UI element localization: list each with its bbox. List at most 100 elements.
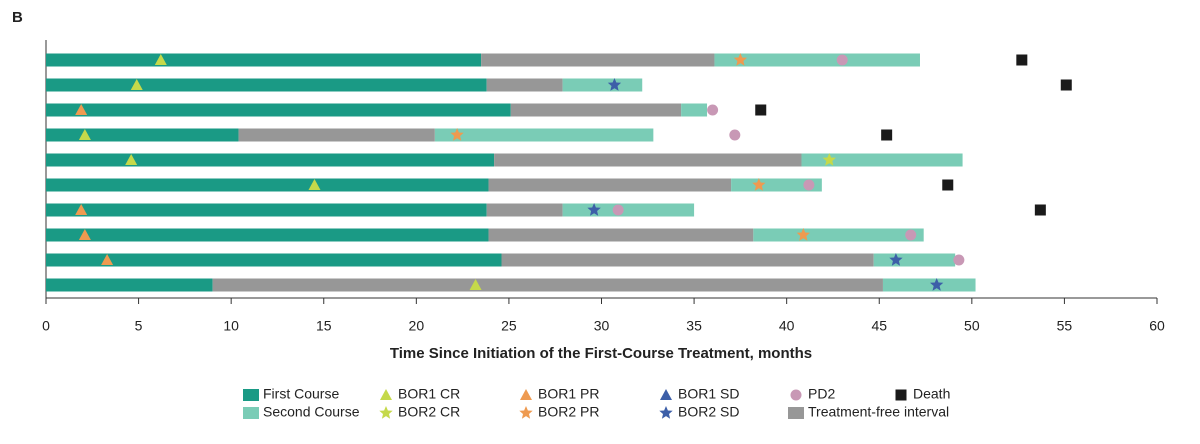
bar-segment — [510, 103, 682, 117]
x-tick-label: 20 — [409, 318, 425, 334]
legend-label: Second Course — [263, 404, 360, 420]
event-marker — [75, 104, 88, 115]
event-marker — [154, 54, 167, 65]
event-marker — [607, 78, 622, 91]
legend-label: BOR1 SD — [678, 386, 739, 402]
x-tick-label: 45 — [871, 318, 887, 334]
bar-segment — [212, 278, 883, 292]
legend-symbol — [895, 389, 907, 401]
event-marker — [803, 179, 815, 191]
x-tick-label: 55 — [1057, 318, 1073, 334]
bar-segment — [46, 253, 502, 267]
bar-segment — [714, 53, 920, 67]
bar-segment — [488, 178, 732, 192]
legend-label: BOR1 PR — [538, 386, 599, 402]
x-tick-label: 0 — [42, 318, 50, 334]
x-tick-label: 30 — [594, 318, 610, 334]
x-tick-label: 25 — [501, 318, 517, 334]
event-marker — [75, 204, 88, 215]
bar-segment — [753, 228, 924, 242]
bar-segment — [46, 153, 495, 167]
bar-segment — [562, 78, 643, 92]
event-marker — [1016, 54, 1028, 66]
bar-segment — [46, 78, 487, 92]
legend-label: First Course — [263, 386, 339, 402]
x-tick-label: 50 — [964, 318, 980, 334]
bar-segment — [731, 178, 822, 192]
bar-segment — [481, 53, 715, 67]
bar-segment — [486, 203, 563, 217]
bar-segment — [488, 228, 754, 242]
bar-segment — [46, 203, 487, 217]
x-tick-label: 40 — [779, 318, 795, 334]
event-marker — [469, 279, 482, 290]
bar-segment — [46, 228, 489, 242]
bar-segment — [501, 253, 874, 267]
legend-symbol — [520, 389, 532, 400]
x-tick-label: 15 — [316, 318, 332, 334]
event-marker — [733, 53, 747, 66]
bar-segment — [46, 278, 213, 292]
legend-symbol — [380, 389, 392, 400]
event-marker — [889, 253, 903, 266]
event-marker — [729, 129, 741, 141]
legend-label: PD2 — [808, 386, 835, 402]
event-marker — [78, 229, 91, 240]
event-marker — [587, 203, 601, 216]
event-marker — [752, 178, 766, 191]
event-marker — [796, 228, 810, 241]
panel-label: B — [12, 9, 23, 26]
event-marker — [822, 153, 836, 166]
x-tick-label: 60 — [1149, 318, 1165, 334]
event-marker — [942, 179, 954, 191]
bar-segment — [882, 278, 976, 292]
legend-label: BOR2 SD — [678, 404, 739, 420]
event-marker — [450, 128, 464, 141]
event-marker — [836, 54, 848, 66]
bar-segment — [238, 128, 435, 142]
legend-symbol — [519, 406, 533, 419]
legend-symbol — [243, 407, 259, 419]
legend-label: Treatment-free interval — [808, 404, 949, 420]
legend-symbol — [379, 406, 393, 419]
x-tick-label: 5 — [135, 318, 143, 334]
bar-segment — [681, 103, 708, 117]
event-marker — [755, 104, 767, 116]
event-marker — [930, 278, 944, 291]
legend-label: Death — [913, 386, 950, 402]
bar-segment — [434, 128, 654, 142]
event-marker — [78, 129, 91, 140]
event-marker — [612, 204, 624, 216]
event-marker — [308, 179, 321, 190]
legend-label: BOR2 CR — [398, 404, 460, 420]
bar-segment — [46, 103, 511, 117]
x-tick-label: 10 — [223, 318, 239, 334]
legend-symbol — [788, 407, 804, 419]
event-marker — [101, 254, 114, 265]
x-axis-title: Time Since Initiation of the First-Cours… — [390, 345, 812, 362]
event-marker — [707, 104, 719, 116]
bar-segment — [562, 203, 695, 217]
bar-segment — [494, 153, 802, 167]
bar-segment — [46, 53, 482, 67]
legend-symbol — [659, 406, 673, 419]
event-marker — [1034, 204, 1046, 216]
event-marker — [881, 129, 893, 141]
bar-segment — [46, 178, 489, 192]
bar-segment — [873, 253, 956, 267]
bar-segment — [801, 153, 963, 167]
event-marker — [1060, 79, 1072, 91]
legend-label: BOR1 CR — [398, 386, 460, 402]
bar-segment — [486, 78, 563, 92]
legend-symbol — [790, 389, 802, 401]
event-marker — [130, 79, 143, 90]
x-tick-label: 35 — [686, 318, 702, 334]
legend-symbol — [660, 389, 672, 400]
legend-label: BOR2 PR — [538, 404, 599, 420]
legend-symbol — [243, 389, 259, 401]
event-marker — [905, 229, 917, 241]
event-marker — [953, 254, 965, 266]
event-marker — [125, 154, 138, 165]
bar-segment — [46, 128, 239, 142]
